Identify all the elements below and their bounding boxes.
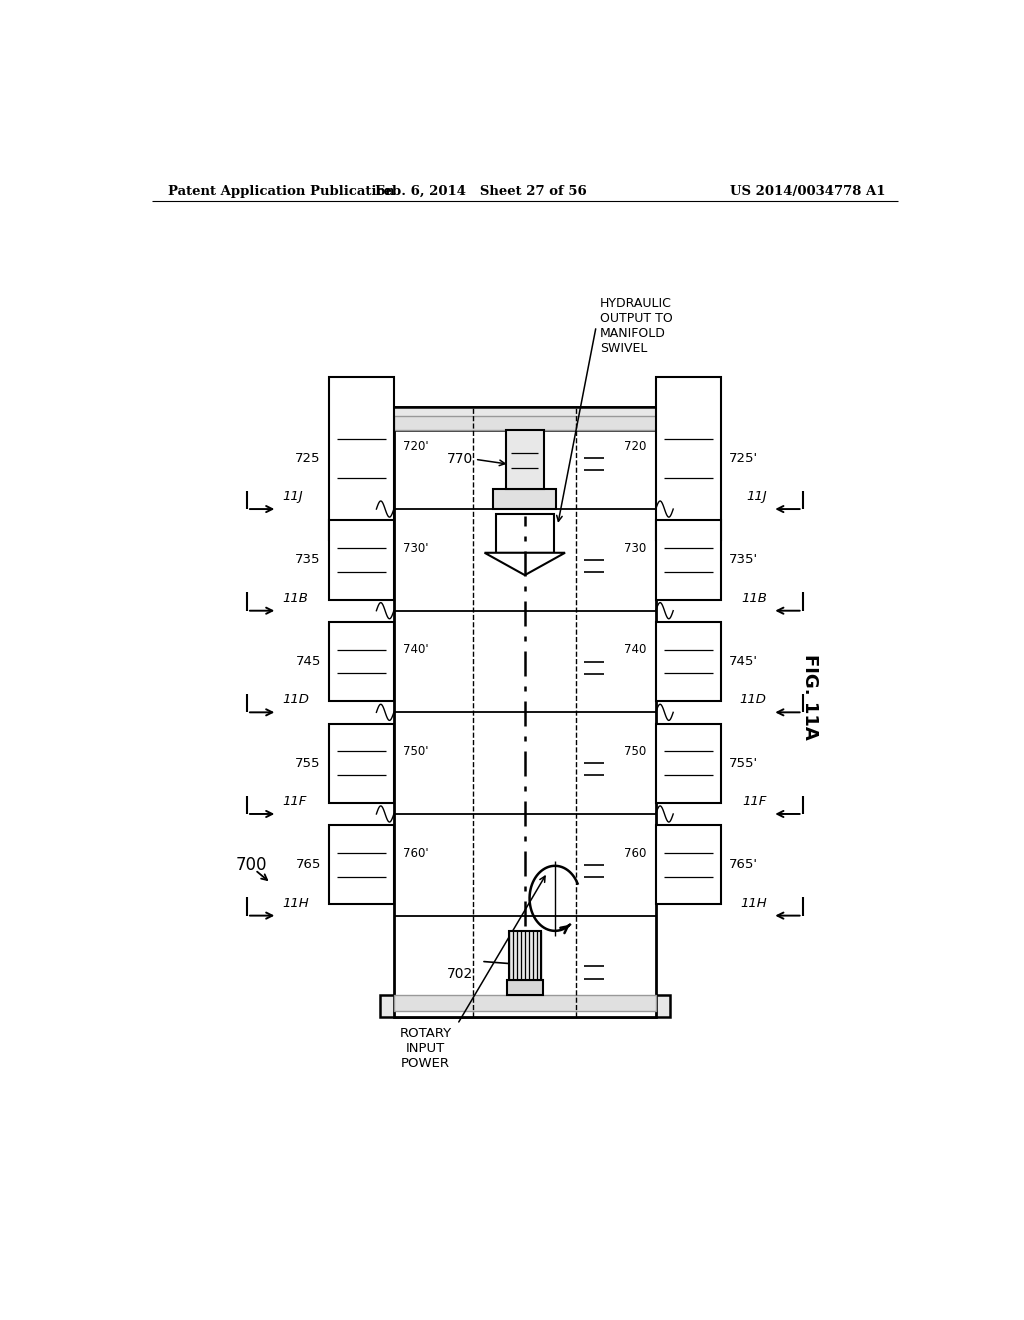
Bar — [655, 723, 721, 803]
Text: 755': 755' — [729, 756, 758, 770]
Bar — [494, 488, 556, 510]
Bar — [394, 416, 655, 430]
Text: 740: 740 — [624, 643, 646, 656]
Text: FIG. 11A: FIG. 11A — [802, 655, 819, 741]
Bar — [507, 979, 543, 995]
Text: 735': 735' — [729, 553, 758, 566]
Bar — [329, 825, 394, 904]
Polygon shape — [484, 553, 565, 576]
Text: 730: 730 — [624, 541, 646, 554]
Text: 11H: 11H — [283, 896, 309, 909]
Text: 725: 725 — [295, 451, 321, 465]
Text: US 2014/0034778 A1: US 2014/0034778 A1 — [730, 185, 886, 198]
Text: 735: 735 — [295, 553, 321, 566]
Text: 720: 720 — [624, 440, 646, 453]
Bar — [655, 825, 721, 904]
Text: 770: 770 — [446, 453, 473, 466]
Text: Patent Application Publication: Patent Application Publication — [168, 185, 394, 198]
Bar — [380, 995, 670, 1018]
Text: 702: 702 — [446, 968, 473, 982]
Text: 760: 760 — [624, 846, 646, 859]
Bar — [655, 622, 721, 701]
Bar — [496, 515, 554, 553]
Text: 11H: 11H — [740, 896, 767, 909]
Text: 700: 700 — [236, 855, 267, 874]
Text: 750: 750 — [624, 744, 646, 758]
Text: 725': 725' — [729, 451, 758, 465]
Bar — [655, 520, 721, 599]
Text: Feb. 6, 2014   Sheet 27 of 56: Feb. 6, 2014 Sheet 27 of 56 — [375, 185, 587, 198]
Text: 730': 730' — [403, 541, 429, 554]
Bar — [394, 408, 655, 1018]
Bar — [329, 622, 394, 701]
Text: 11F: 11F — [283, 795, 307, 808]
Text: 11B: 11B — [283, 591, 308, 605]
Text: 745: 745 — [296, 655, 321, 668]
Bar — [394, 995, 655, 1011]
Text: 760': 760' — [403, 846, 429, 859]
Bar — [506, 430, 544, 488]
Text: 720': 720' — [403, 440, 429, 453]
Text: 11D: 11D — [740, 693, 767, 706]
Bar — [380, 408, 670, 430]
Text: 11D: 11D — [283, 693, 309, 706]
Text: 11J: 11J — [746, 490, 767, 503]
Bar — [329, 723, 394, 803]
Text: 755: 755 — [295, 756, 321, 770]
Text: 750': 750' — [403, 744, 429, 758]
Text: 765': 765' — [729, 858, 758, 871]
Text: 11F: 11F — [742, 795, 767, 808]
Text: 745': 745' — [729, 655, 758, 668]
Bar — [329, 378, 394, 540]
Bar — [329, 520, 394, 599]
Text: 11B: 11B — [741, 591, 767, 605]
Text: 11J: 11J — [283, 490, 303, 503]
Text: 740': 740' — [403, 643, 429, 656]
Text: HYDRAULIC
OUTPUT TO
MANIFOLD
SWIVEL: HYDRAULIC OUTPUT TO MANIFOLD SWIVEL — [600, 297, 673, 355]
Bar — [655, 378, 721, 540]
Text: ROTARY
INPUT
POWER: ROTARY INPUT POWER — [399, 1027, 452, 1071]
Text: 765: 765 — [296, 858, 321, 871]
Bar — [509, 931, 541, 979]
